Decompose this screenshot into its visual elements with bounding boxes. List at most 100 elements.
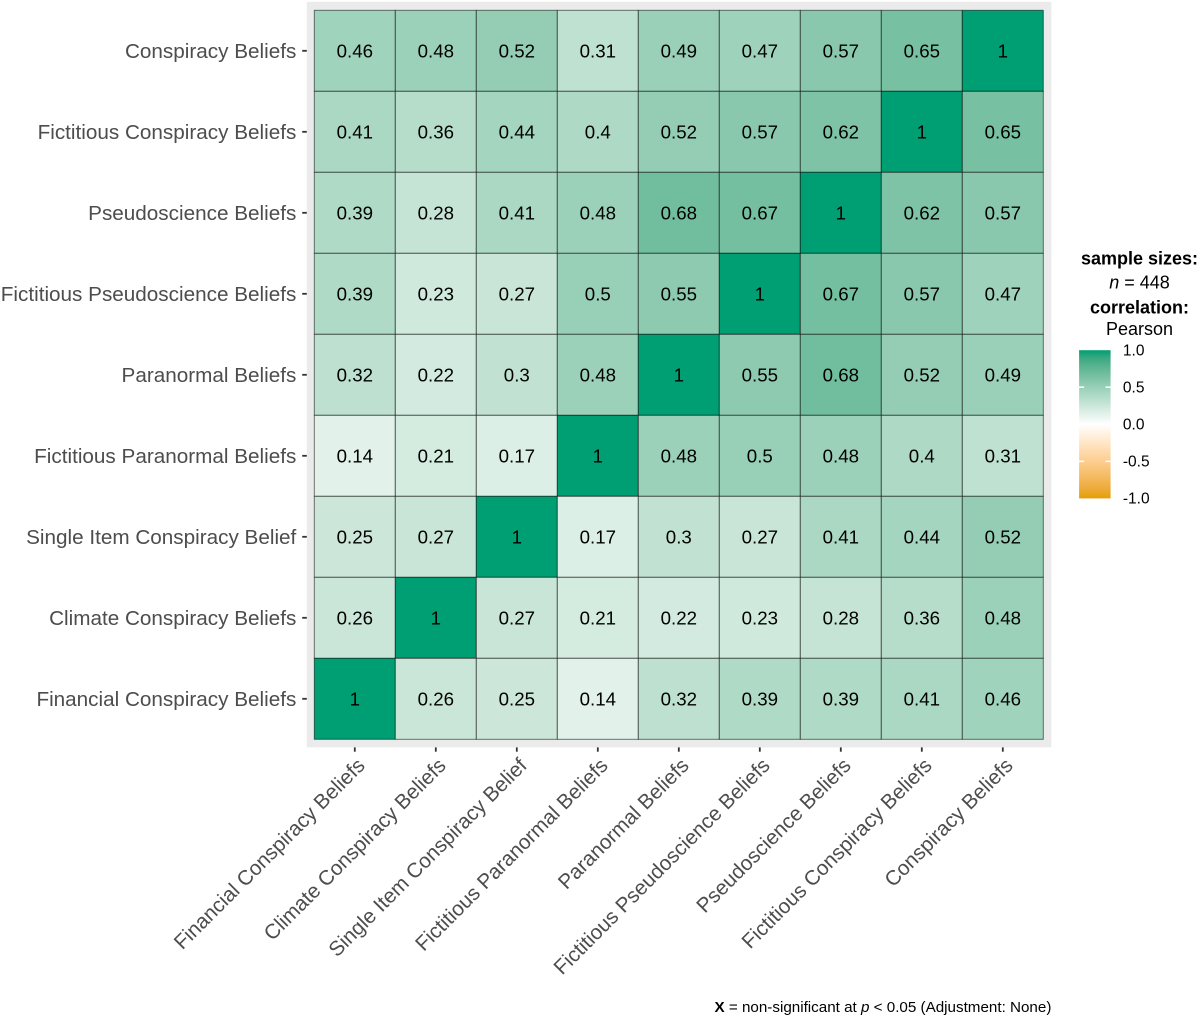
svg-text:0.55: 0.55 [742, 364, 778, 385]
svg-text:0.62: 0.62 [823, 121, 859, 142]
svg-text:Paranormal Beliefs: Paranormal Beliefs [122, 364, 297, 387]
svg-text:Pseudoscience Beliefs: Pseudoscience Beliefs [88, 202, 296, 225]
svg-text:0.31: 0.31 [985, 445, 1021, 466]
svg-text:0.52: 0.52 [904, 364, 940, 385]
svg-text:correlation:: correlation: [1090, 298, 1189, 318]
svg-text:0.46: 0.46 [985, 688, 1021, 709]
svg-text:0.41: 0.41 [823, 526, 859, 547]
svg-text:0.17: 0.17 [580, 526, 616, 547]
svg-text:0.46: 0.46 [337, 40, 373, 61]
svg-text:0.4: 0.4 [909, 445, 935, 466]
svg-text:0.5: 0.5 [1123, 380, 1145, 397]
svg-text:0.3: 0.3 [504, 364, 530, 385]
svg-text:0.17: 0.17 [499, 445, 535, 466]
svg-text:0.41: 0.41 [337, 121, 373, 142]
svg-text:-0.5: -0.5 [1123, 454, 1150, 471]
svg-text:0.52: 0.52 [661, 121, 697, 142]
svg-text:0.67: 0.67 [742, 202, 778, 223]
svg-text:X = non-significant at p < 0.0: X = non-significant at p < 0.05 (Adjustm… [715, 999, 1052, 1016]
svg-text:0.27: 0.27 [499, 607, 535, 628]
svg-text:0.57: 0.57 [904, 283, 940, 304]
svg-text:1: 1 [755, 283, 765, 304]
svg-text:0.48: 0.48 [580, 202, 616, 223]
svg-text:Fictitious Paranormal Beliefs: Fictitious Paranormal Beliefs [34, 445, 296, 468]
svg-text:0.47: 0.47 [985, 283, 1021, 304]
svg-text:0.48: 0.48 [661, 445, 697, 466]
svg-text:0.25: 0.25 [499, 688, 535, 709]
svg-text:0.49: 0.49 [661, 40, 697, 61]
svg-text:Pseudoscience Beliefs: Pseudoscience Beliefs [692, 754, 855, 917]
svg-text:0.48: 0.48 [580, 364, 616, 385]
svg-text:0.27: 0.27 [418, 526, 454, 547]
svg-text:0.44: 0.44 [904, 526, 940, 547]
svg-text:0.39: 0.39 [742, 688, 778, 709]
svg-text:0.25: 0.25 [337, 526, 373, 547]
svg-text:0.22: 0.22 [661, 607, 697, 628]
svg-text:0.39: 0.39 [337, 202, 373, 223]
svg-text:1: 1 [674, 364, 684, 385]
svg-text:0.21: 0.21 [418, 445, 454, 466]
svg-text:n = 448: n = 448 [1109, 273, 1170, 293]
svg-text:0.68: 0.68 [661, 202, 697, 223]
svg-text:1: 1 [998, 40, 1008, 61]
svg-text:0.14: 0.14 [580, 688, 616, 709]
svg-text:0.57: 0.57 [985, 202, 1021, 223]
svg-text:0.57: 0.57 [742, 121, 778, 142]
svg-text:0.39: 0.39 [823, 688, 859, 709]
svg-text:0.26: 0.26 [337, 607, 373, 628]
svg-text:0.41: 0.41 [904, 688, 940, 709]
svg-text:0.4: 0.4 [585, 121, 611, 142]
svg-text:0.62: 0.62 [904, 202, 940, 223]
svg-text:0.3: 0.3 [666, 526, 692, 547]
svg-text:1: 1 [350, 688, 360, 709]
svg-text:0.5: 0.5 [747, 445, 773, 466]
svg-text:0.21: 0.21 [580, 607, 616, 628]
svg-text:0.22: 0.22 [418, 364, 454, 385]
svg-text:0.49: 0.49 [985, 364, 1021, 385]
svg-text:0.27: 0.27 [499, 283, 535, 304]
svg-text:Fictitious Conspiracy Beliefs: Fictitious Conspiracy Beliefs [38, 121, 297, 144]
svg-text:1: 1 [512, 526, 522, 547]
svg-text:0.47: 0.47 [742, 40, 778, 61]
svg-text:0.52: 0.52 [499, 40, 535, 61]
svg-text:-1.0: -1.0 [1123, 491, 1150, 508]
svg-text:0.57: 0.57 [823, 40, 859, 61]
svg-text:0.27: 0.27 [742, 526, 778, 547]
svg-text:1: 1 [836, 202, 846, 223]
svg-text:1: 1 [593, 445, 603, 466]
svg-text:0.26: 0.26 [418, 688, 454, 709]
svg-text:sample sizes:: sample sizes: [1081, 249, 1198, 269]
svg-text:0.32: 0.32 [661, 688, 697, 709]
svg-text:Financial Conspiracy Beliefs: Financial Conspiracy Beliefs [36, 688, 296, 711]
svg-text:0.36: 0.36 [904, 607, 940, 628]
svg-text:0.23: 0.23 [742, 607, 778, 628]
svg-text:0.28: 0.28 [823, 607, 859, 628]
svg-text:0.68: 0.68 [823, 364, 859, 385]
svg-text:0.28: 0.28 [418, 202, 454, 223]
svg-text:1: 1 [917, 121, 927, 142]
svg-text:1: 1 [431, 607, 441, 628]
svg-text:0.67: 0.67 [823, 283, 859, 304]
svg-text:0.55: 0.55 [661, 283, 697, 304]
svg-text:0.52: 0.52 [985, 526, 1021, 547]
svg-text:Climate Conspiracy Beliefs: Climate Conspiracy Beliefs [49, 607, 296, 630]
svg-text:0.5: 0.5 [585, 283, 611, 304]
svg-text:0.0: 0.0 [1123, 417, 1145, 434]
svg-text:0.39: 0.39 [337, 283, 373, 304]
svg-text:0.23: 0.23 [418, 283, 454, 304]
svg-text:0.48: 0.48 [985, 607, 1021, 628]
svg-text:0.41: 0.41 [499, 202, 535, 223]
svg-text:0.14: 0.14 [337, 445, 373, 466]
svg-text:0.48: 0.48 [418, 40, 454, 61]
svg-text:1.0: 1.0 [1123, 343, 1145, 360]
svg-text:Fictitious Pseudoscience Belie: Fictitious Pseudoscience Beliefs [1, 283, 297, 306]
svg-text:0.31: 0.31 [580, 40, 616, 61]
svg-text:0.65: 0.65 [985, 121, 1021, 142]
svg-text:0.32: 0.32 [337, 364, 373, 385]
svg-text:Pearson: Pearson [1106, 319, 1173, 339]
svg-text:Single Item Conspiracy Belief: Single Item Conspiracy Belief [26, 526, 296, 549]
svg-text:0.65: 0.65 [904, 40, 940, 61]
svg-text:0.44: 0.44 [499, 121, 535, 142]
svg-text:0.36: 0.36 [418, 121, 454, 142]
svg-text:Conspiracy Beliefs: Conspiracy Beliefs [125, 40, 296, 63]
